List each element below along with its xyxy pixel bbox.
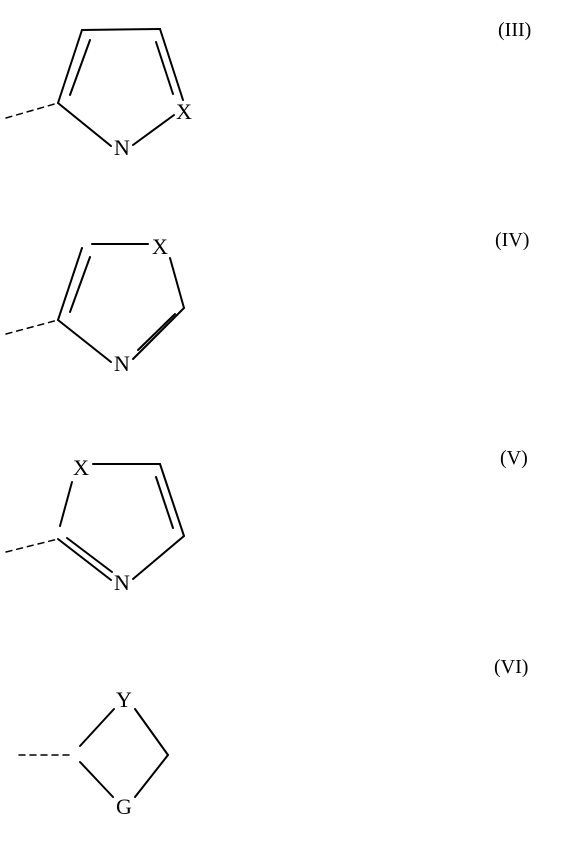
svg-text:N: N [114,135,130,160]
svg-text:Y: Y [116,687,132,712]
svg-text:N: N [114,570,130,595]
label-vi: (VI) [494,656,528,679]
label-iv: (IV) [495,229,529,252]
svg-text:X: X [152,234,168,259]
label-v: (V) [500,447,528,470]
svg-text:N: N [114,351,130,376]
svg-text:X: X [73,455,89,480]
svg-text:X: X [176,99,192,124]
label-iii: (III) [498,19,531,42]
chemistry-structures-svg: X N X N X N Y G [0,0,561,847]
svg-text:G: G [116,794,132,819]
